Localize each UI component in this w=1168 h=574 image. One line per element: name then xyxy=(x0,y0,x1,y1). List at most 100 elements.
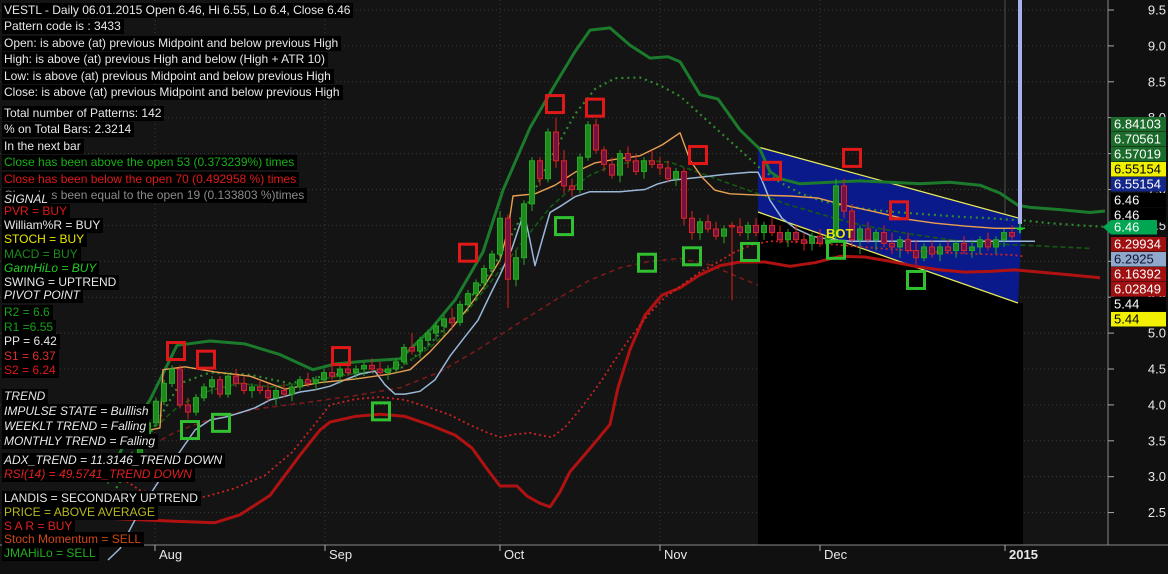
gannhilo-blue xyxy=(107,171,1035,561)
stats-line-5: Close has been equal to the open 19 (0.1… xyxy=(2,187,308,203)
candle-body xyxy=(969,246,975,252)
red-pattern-marker xyxy=(166,341,186,362)
green-pattern-marker xyxy=(180,420,200,441)
candle-body xyxy=(769,224,775,234)
header-line-4: Low: is above (at) previous Midpoint and… xyxy=(2,68,334,84)
price-tag xyxy=(1111,208,1166,223)
red-pattern-marker xyxy=(545,94,565,115)
candle-body xyxy=(321,372,327,381)
header-line-0: VESTL - Daily 06.01.2015 Open 6.46, Hi 6… xyxy=(2,3,354,18)
price-tag-value: 6.70561 xyxy=(1114,132,1161,147)
candle-body xyxy=(385,368,391,374)
candle-body xyxy=(801,239,807,244)
month-label-2015[interactable]: 2015 xyxy=(1009,547,1038,562)
bottom-line-3: Stoch Momentum = SELL xyxy=(2,532,145,548)
signal-line-4: GannHiLo = BUY xyxy=(2,260,100,276)
candle-body xyxy=(777,232,783,241)
bottom-line-2: S A R = BUY xyxy=(2,518,76,534)
y-axis-label: 5.0 xyxy=(1148,326,1166,341)
candle-body xyxy=(361,364,367,370)
candle-body xyxy=(609,163,615,176)
signal-line-3: MACD = BUY xyxy=(2,246,81,262)
price-tag xyxy=(1111,312,1166,327)
candle-body xyxy=(665,167,671,180)
green-pattern-marker xyxy=(682,246,702,267)
bottom-line-1: PRICE = ABOVE AVERAGE xyxy=(2,504,158,520)
candle-body xyxy=(297,379,303,388)
header-line-5: Close: is above (at) previous Midpoint a… xyxy=(2,84,343,100)
y-axis-label: 3.0 xyxy=(1148,469,1166,484)
candle-body xyxy=(641,160,647,173)
candle-body xyxy=(537,160,543,180)
red-pattern-marker xyxy=(842,147,862,168)
candle-body xyxy=(193,397,199,413)
price-tag xyxy=(1111,117,1166,132)
price-tag xyxy=(1111,237,1166,252)
adx-rsi-list: ADX_TREND = 11.3146_TREND DOWN RSI(14) = … xyxy=(2,453,226,482)
candle-body xyxy=(569,185,575,191)
price-tag xyxy=(1111,282,1166,297)
candle-body xyxy=(257,386,263,392)
red-pattern-marker xyxy=(889,200,909,221)
pivot-line-2: PP = 6.42 xyxy=(2,334,60,350)
candle-body xyxy=(401,346,407,363)
price-tag xyxy=(1111,252,1166,267)
candle-body xyxy=(833,185,839,237)
stats-line-1: % on Total Bars: 2.3214 xyxy=(2,122,135,138)
candle-body xyxy=(689,217,695,234)
month-label-nov[interactable]: Nov xyxy=(664,547,688,562)
month-label-sep[interactable]: Sep xyxy=(329,547,352,562)
candle-body xyxy=(505,217,511,280)
candle-body xyxy=(977,239,983,248)
candle-body xyxy=(177,368,183,406)
pivot-line-1: R1 =6.55 xyxy=(2,319,57,335)
signal-line-1: William%R = BUY xyxy=(2,218,104,234)
y-axis-label: 4.0 xyxy=(1148,397,1166,412)
candle-body xyxy=(761,224,767,234)
candle-body xyxy=(425,332,431,341)
candle-body xyxy=(513,257,519,280)
candle-body xyxy=(201,386,207,399)
candle-body xyxy=(889,242,895,248)
trend2-line-1: RSI(14) = 49.5741_TREND DOWN xyxy=(2,467,195,482)
trend-list: IMPULSE STATE = Bulllish WEEKLT TREND = F… xyxy=(2,403,159,449)
candle-body xyxy=(337,368,343,377)
candle-body xyxy=(369,364,375,370)
candle-body xyxy=(841,185,847,212)
candle-body xyxy=(305,379,311,384)
candle-body xyxy=(433,325,439,334)
month-label-aug[interactable]: Aug xyxy=(159,547,182,562)
price-tag-value: 6.55154 xyxy=(1114,162,1161,177)
dotted-green-band xyxy=(109,76,1106,499)
pivot-line-4: S2 = 6.24 xyxy=(2,363,59,379)
y-axis-label: 9.0 xyxy=(1148,38,1166,53)
candle-body xyxy=(617,153,623,176)
price-tag-value: 6.46 xyxy=(1114,208,1139,223)
candle-body xyxy=(953,242,959,252)
signal-section-title: SIGNAL xyxy=(2,192,52,207)
price-tag-value: 6.16392 xyxy=(1114,267,1161,282)
candle-body xyxy=(881,232,887,244)
candle-body xyxy=(409,346,415,352)
lower-band-red xyxy=(107,254,1101,525)
month-label-oct[interactable]: Oct xyxy=(504,547,525,562)
bot-label: BOT xyxy=(826,226,854,241)
candle-body xyxy=(281,390,287,395)
candle-body xyxy=(929,246,935,255)
candle-body xyxy=(793,232,799,241)
month-label-dec[interactable]: Dec xyxy=(824,547,848,562)
price-tag-value: 6.46 xyxy=(1114,220,1139,235)
header-line-2: Open: is above (at) previous Midpoint an… xyxy=(2,35,342,51)
pivot-line-0: R2 = 6.6 xyxy=(2,305,53,320)
y-axis-label: 4.5 xyxy=(1148,362,1166,377)
trend-line-1: WEEKLT TREND = Falling xyxy=(2,419,150,434)
bottom-line-4: JMAHiLo = SELL xyxy=(2,546,99,562)
chart-header-text: VESTL - Daily 06.01.2015 Open 6.46, Hi 6… xyxy=(2,2,354,100)
candle-body xyxy=(1009,232,1015,237)
candle-body xyxy=(961,242,967,252)
trend-section-title: TREND xyxy=(2,389,49,404)
candle-body xyxy=(937,246,943,255)
last-bar-cross xyxy=(1015,223,1025,234)
header-line-3: High: is above (at) previous High and be… xyxy=(2,52,328,68)
candle-body xyxy=(233,375,239,384)
